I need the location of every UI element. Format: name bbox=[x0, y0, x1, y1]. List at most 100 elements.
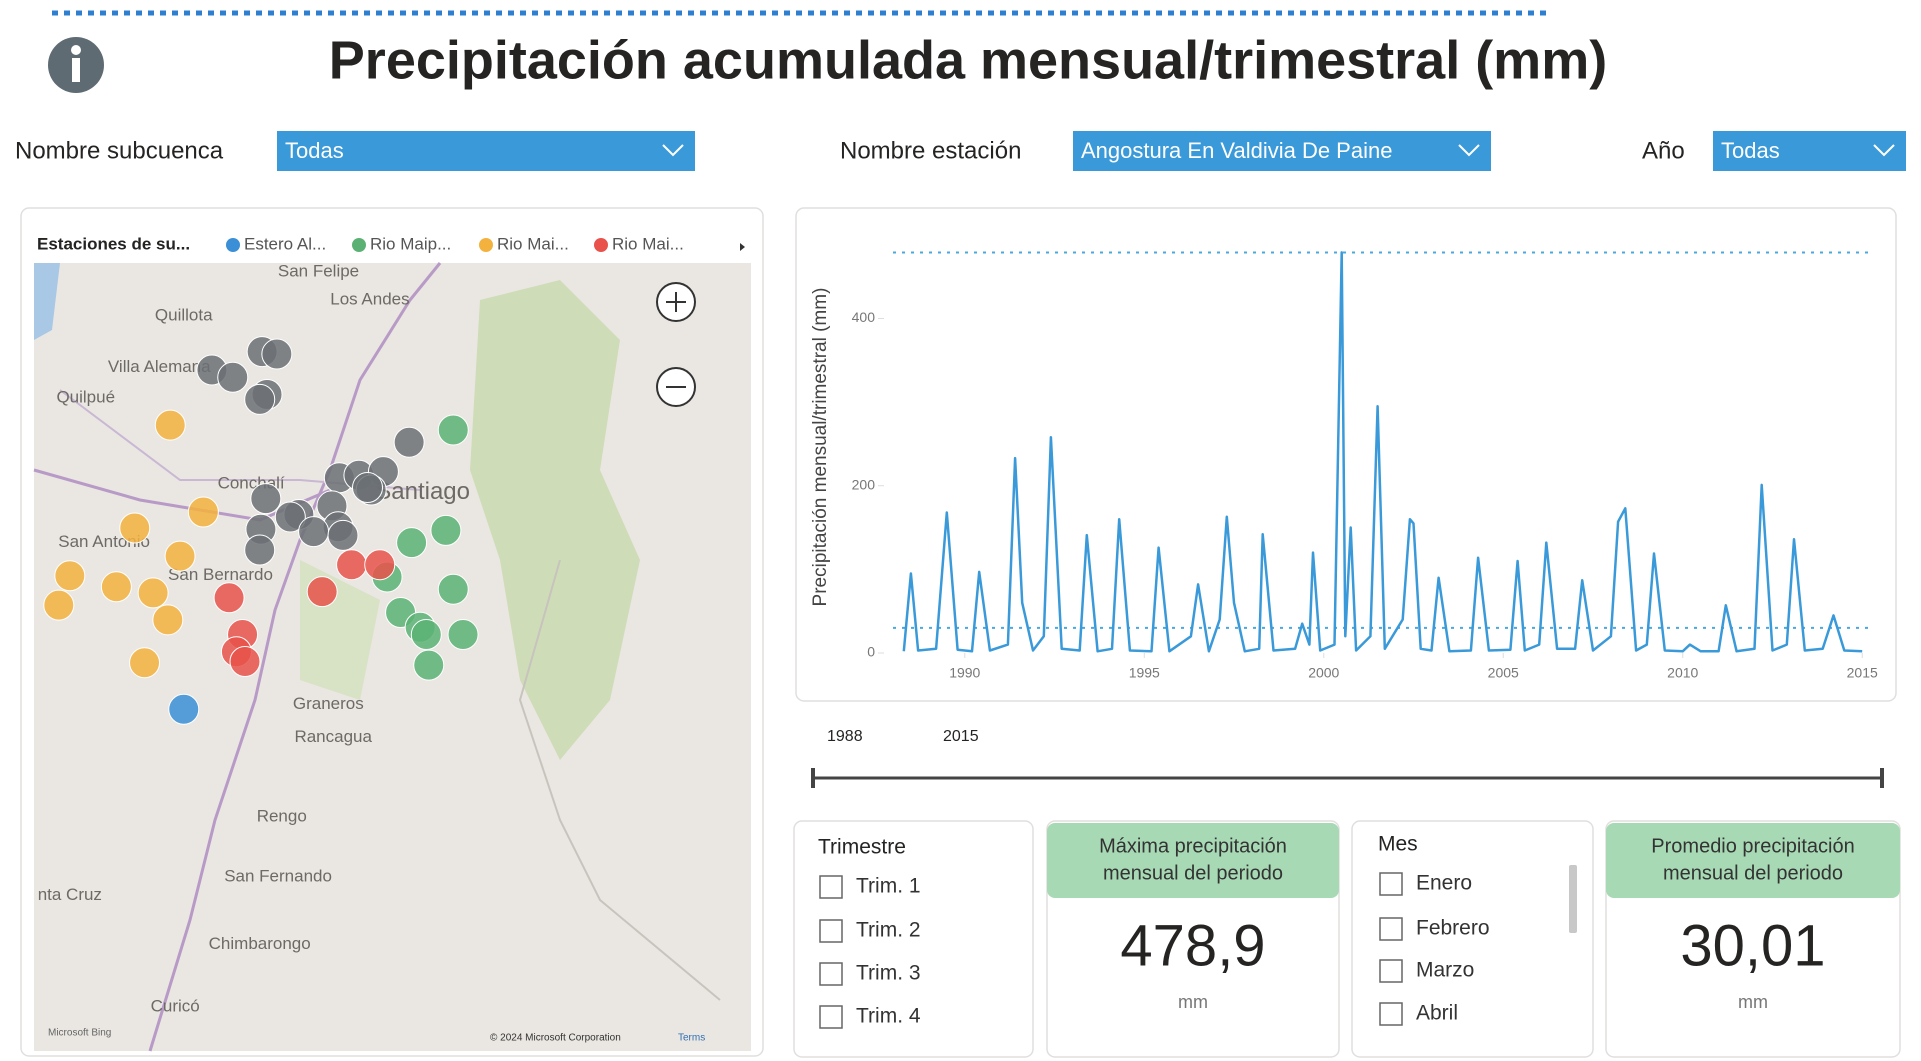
y-tick-label: 400 bbox=[852, 309, 876, 325]
slicer-title: Trimestre bbox=[818, 836, 906, 859]
legend-label: Rio Mai... bbox=[612, 234, 684, 253]
station-marker[interactable] bbox=[188, 497, 218, 527]
station-marker[interactable] bbox=[138, 578, 168, 608]
page: {"header":{"title":"Precipitación acumul… bbox=[0, 0, 1921, 1061]
x-tick-label: 1995 bbox=[1129, 665, 1160, 681]
slicer-title: Mes bbox=[1378, 833, 1418, 856]
station-marker[interactable] bbox=[414, 650, 444, 680]
station-marker[interactable] bbox=[55, 561, 85, 591]
card-title: Promedio precipitación bbox=[1651, 835, 1854, 857]
checkbox[interactable] bbox=[820, 963, 842, 985]
station-marker[interactable] bbox=[245, 535, 275, 565]
dropdown-value: Todas bbox=[1721, 138, 1780, 163]
map-place-label: Los Andes bbox=[330, 290, 409, 309]
map-place-label: Quilpué bbox=[56, 388, 115, 407]
map-brand: Microsoft Bing bbox=[48, 1028, 111, 1039]
map-place-label: Villa Alemana bbox=[108, 357, 211, 376]
y-tick-label: 200 bbox=[852, 476, 876, 492]
station-marker[interactable] bbox=[230, 647, 260, 677]
station-marker[interactable] bbox=[411, 620, 441, 650]
dropdown-value: Todas bbox=[285, 138, 344, 163]
info-icon-glyph bbox=[71, 45, 81, 55]
card-header bbox=[1606, 823, 1900, 898]
station-marker[interactable] bbox=[397, 528, 427, 558]
legend-swatch bbox=[594, 238, 608, 252]
station-marker[interactable] bbox=[214, 583, 244, 613]
slicer-item: Trim. 1 bbox=[856, 875, 921, 898]
legend-swatch bbox=[352, 238, 366, 252]
station-marker[interactable] bbox=[438, 574, 468, 604]
station-marker[interactable] bbox=[165, 541, 195, 571]
slicer-item: Trim. 4 bbox=[856, 1005, 921, 1028]
station-marker[interactable] bbox=[251, 484, 281, 514]
station-marker[interactable] bbox=[44, 590, 74, 620]
station-marker[interactable] bbox=[120, 513, 150, 543]
x-tick-label: 2015 bbox=[1847, 665, 1878, 681]
map-place-label: nta Cruz bbox=[38, 885, 102, 904]
station-marker[interactable] bbox=[262, 339, 292, 369]
station-marker[interactable] bbox=[448, 620, 478, 650]
slicer-item: Trim. 2 bbox=[856, 919, 921, 942]
scrollbar bbox=[1569, 865, 1577, 933]
station-marker[interactable] bbox=[169, 694, 199, 724]
map-attribution: © 2024 Microsoft Corporation bbox=[490, 1033, 621, 1044]
card-header bbox=[1047, 823, 1339, 898]
checkbox[interactable] bbox=[1380, 918, 1402, 940]
station-marker[interactable] bbox=[394, 427, 424, 457]
station-marker[interactable] bbox=[155, 410, 185, 440]
checkbox[interactable] bbox=[1380, 1003, 1402, 1025]
station-marker[interactable] bbox=[101, 572, 131, 602]
slicer-item: Trim. 3 bbox=[856, 962, 921, 985]
map-terms[interactable]: Terms bbox=[678, 1033, 705, 1044]
dropdown-value: Angostura En Valdivia De Paine bbox=[1081, 138, 1392, 163]
card-value: 478,9 bbox=[1120, 913, 1265, 978]
x-tick-label: 2010 bbox=[1667, 665, 1698, 681]
card-title: mensual del periodo bbox=[1103, 862, 1283, 884]
card-unit: mm bbox=[1738, 992, 1768, 1012]
station-marker[interactable] bbox=[245, 384, 275, 414]
checkbox[interactable] bbox=[820, 920, 842, 942]
station-marker[interactable] bbox=[353, 473, 383, 503]
map-place-label: Rancagua bbox=[294, 727, 372, 746]
page-title: Precipitación acumulada mensual/trimestr… bbox=[329, 30, 1607, 90]
legend-label: Estero Al... bbox=[244, 234, 326, 253]
card-title: Máxima precipitación bbox=[1099, 835, 1287, 857]
station-marker[interactable] bbox=[130, 648, 160, 678]
station-marker[interactable] bbox=[218, 362, 248, 392]
map-place-label: Chimbarongo bbox=[209, 934, 311, 953]
slider-end: 2015 bbox=[943, 728, 979, 745]
station-marker[interactable] bbox=[328, 520, 358, 550]
station-marker[interactable] bbox=[438, 415, 468, 445]
checkbox[interactable] bbox=[1380, 873, 1402, 895]
filter-label: Nombre subcuenca bbox=[15, 137, 224, 164]
slicer-item: Marzo bbox=[1416, 959, 1474, 982]
slicer-item: Febrero bbox=[1416, 917, 1490, 940]
map-place-label: Curicó bbox=[151, 996, 200, 1015]
slicer-item: Abril bbox=[1416, 1002, 1458, 1025]
map-place-label: Quillota bbox=[155, 306, 213, 325]
checkbox[interactable] bbox=[820, 876, 842, 898]
map-place-label: Rengo bbox=[257, 807, 307, 826]
slicer-item: Enero bbox=[1416, 872, 1472, 895]
y-axis-title: Precipitación mensual/trimestral (mm) bbox=[810, 288, 831, 607]
info-icon-glyph bbox=[72, 58, 80, 82]
legend-label: Rio Maip... bbox=[370, 234, 451, 253]
station-marker[interactable] bbox=[307, 577, 337, 607]
legend-swatch bbox=[226, 238, 240, 252]
x-tick-label: 2000 bbox=[1308, 665, 1339, 681]
station-marker[interactable] bbox=[365, 550, 395, 580]
station-marker[interactable] bbox=[337, 550, 367, 580]
station-marker[interactable] bbox=[153, 605, 183, 635]
station-marker[interactable] bbox=[431, 515, 461, 545]
dashboard: Precipitación acumulada mensual/trimestr… bbox=[0, 0, 1921, 1061]
station-marker[interactable] bbox=[299, 517, 329, 547]
card-value: 30,01 bbox=[1680, 913, 1825, 978]
card-unit: mm bbox=[1178, 992, 1208, 1012]
y-tick-label: 0 bbox=[867, 644, 875, 660]
checkbox[interactable] bbox=[820, 1006, 842, 1028]
x-tick-label: 2005 bbox=[1488, 665, 1519, 681]
legend-title: Estaciones de su... bbox=[37, 234, 190, 253]
legend-label: Rio Mai... bbox=[497, 234, 569, 253]
checkbox[interactable] bbox=[1380, 960, 1402, 982]
map-place-label: San Felipe bbox=[278, 261, 359, 280]
